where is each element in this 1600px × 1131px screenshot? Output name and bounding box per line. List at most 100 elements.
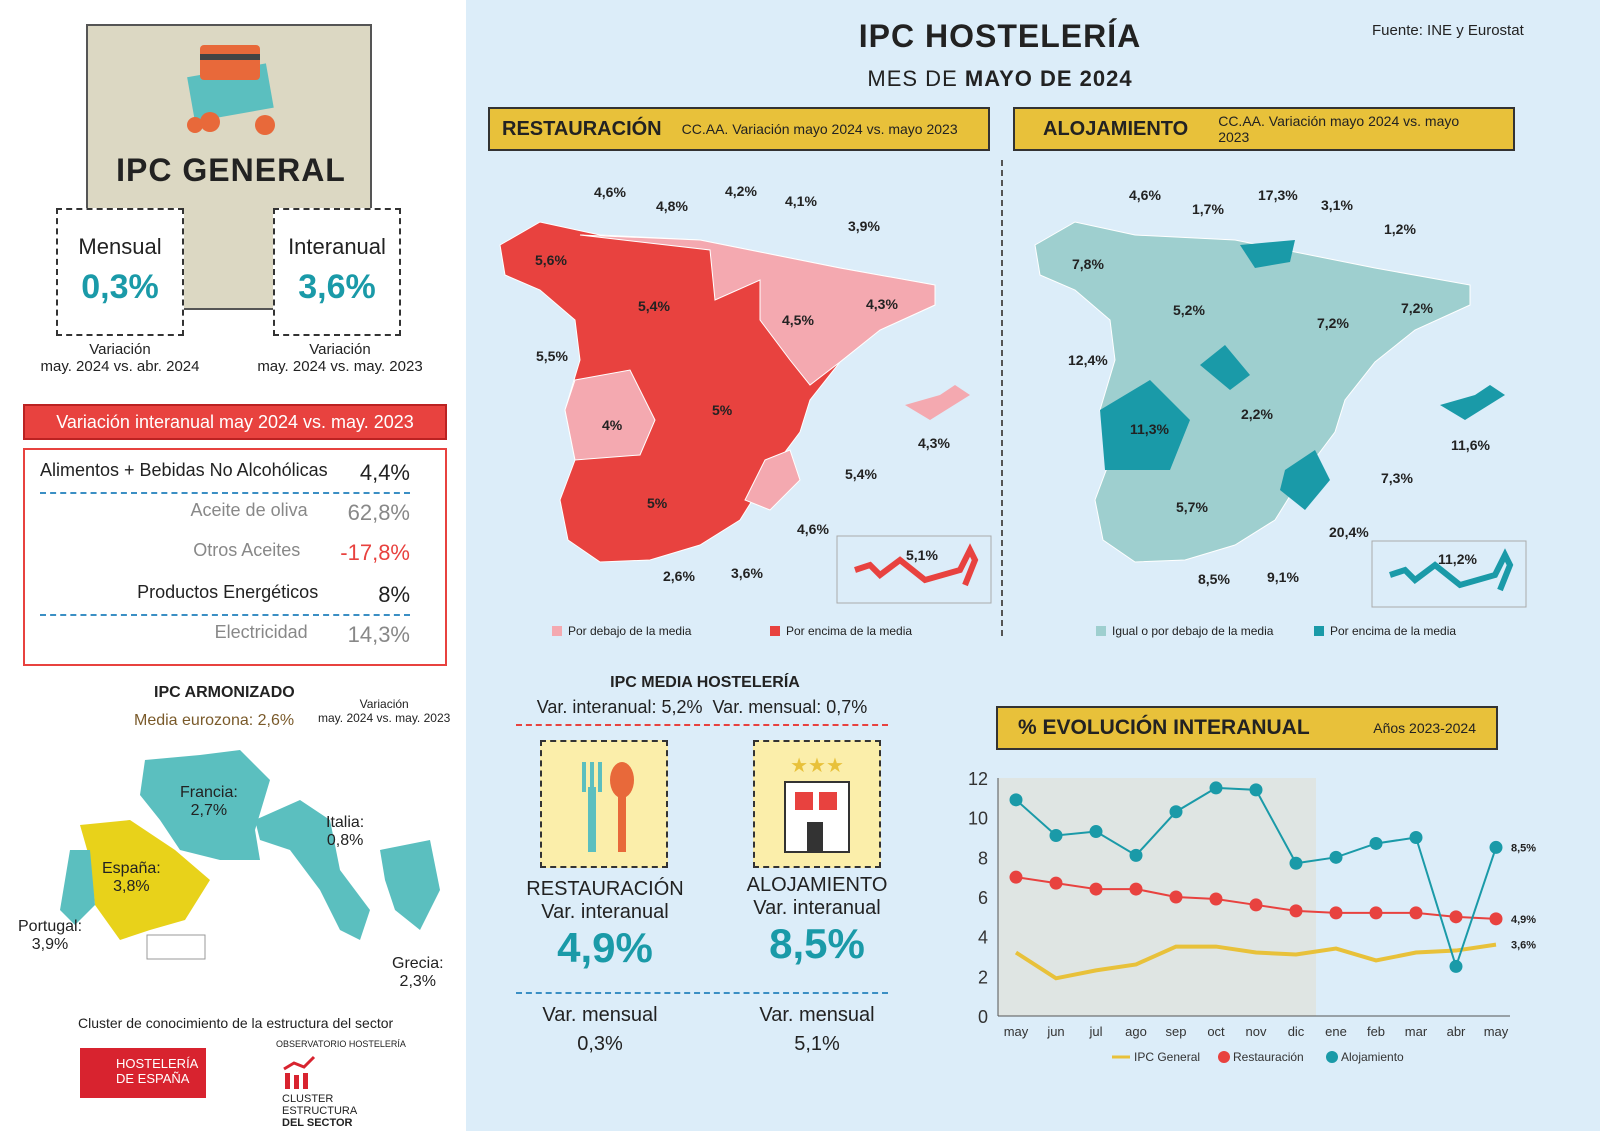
row-label: Alimentos + Bebidas No Alcohólicas <box>40 460 328 480</box>
region-value-label: 4,8% <box>656 198 688 214</box>
alojamiento-summary: ALOJAMIENTO Var. interanual 8,5% <box>732 874 902 968</box>
variacion-header: Variación interanual may 2024 vs. may. 2… <box>23 404 447 440</box>
legend-label: IPC General <box>1134 1050 1200 1064</box>
region-value-label: 8,5% <box>1198 571 1230 587</box>
alojamiento-legend-above: Por encima de la media <box>1314 624 1456 638</box>
europe-map <box>60 750 440 960</box>
country-name: Italia: <box>326 814 365 831</box>
data-point <box>1489 840 1503 854</box>
logo-text: HOSTELERÍA DE ESPAÑA <box>116 1056 198 1086</box>
summary-label: RESTAURACIÓN <box>526 878 684 900</box>
table-row: Electricidad 14,3% <box>40 622 410 648</box>
hosteleria-logo: HOSTELERÍA DE ESPAÑA <box>80 1048 206 1098</box>
media-divider <box>516 992 888 994</box>
data-point <box>1129 882 1143 896</box>
region-value-label: 4,6% <box>797 521 829 537</box>
row-value: -17,8% <box>340 540 410 565</box>
x-tick-label: abr <box>1447 1024 1466 1039</box>
caption-line: may. 2024 vs. may. 2023 <box>318 711 451 725</box>
svg-text:★★★: ★★★ <box>790 755 844 777</box>
restauracion-mensual: Var. mensual 0,3% <box>520 1004 680 1056</box>
wallet-icon <box>180 40 280 140</box>
chart-header: % EVOLUCIÓN INTERANUAL Años 2023-2024 <box>996 706 1498 750</box>
summary-value: 8,5% <box>769 920 865 967</box>
alojamiento-mensual: Var. mensual 5,1% <box>737 1004 897 1056</box>
region-value-label: 4,3% <box>866 296 898 312</box>
table-row: Productos Energéticos 8% <box>40 582 410 616</box>
region-value-label: 7,2% <box>1317 315 1349 331</box>
legend-swatch <box>1326 1051 1338 1063</box>
caption-line: Variación <box>89 341 151 358</box>
y-tick-label: 8 <box>978 848 988 868</box>
region-value-label: 5,4% <box>638 298 670 314</box>
row-value: 4,4% <box>359 460 410 485</box>
divider <box>1001 160 1003 636</box>
source: Fuente: INE y Eurostat <box>1372 22 1524 39</box>
country-name: Grecia: <box>392 955 444 972</box>
country-grecia: Grecia: 2,3% <box>392 955 444 991</box>
x-tick-label: jun <box>1046 1024 1064 1039</box>
country-name: Portugal: <box>18 918 83 935</box>
x-tick-label: oct <box>1207 1024 1225 1039</box>
region-value-label: 2,6% <box>663 568 695 584</box>
country-value: 0,8% <box>326 832 364 849</box>
data-point <box>1449 959 1463 973</box>
region-value-label: 3,6% <box>731 565 763 581</box>
interanual-label: Interanual <box>288 234 386 259</box>
chart-subtitle: Años 2023-2024 <box>1373 720 1476 736</box>
data-point <box>1369 836 1383 850</box>
region-value-label: 5,1% <box>906 547 938 563</box>
data-point <box>1169 890 1183 904</box>
region-value-label: 17,3% <box>1258 187 1298 203</box>
data-point <box>1369 906 1383 920</box>
region-value-label: 5% <box>647 495 668 511</box>
legend-swatch <box>1218 1051 1230 1063</box>
caption-line: Variación <box>359 697 409 711</box>
data-point <box>1089 825 1103 839</box>
region-value-label: 5,7% <box>1176 499 1208 515</box>
data-point <box>1249 783 1263 797</box>
mensual-caption: Variación may. 2024 vs. abr. 2024 <box>20 341 220 375</box>
mensual-label: Mensual <box>78 234 162 259</box>
region-value-label: 4,3% <box>918 435 950 451</box>
region-value-label: 4% <box>602 417 623 433</box>
series-line-IPC General <box>1014 942 1497 981</box>
observatorio-label: OBSERVATORIO HOSTELERÍA <box>276 1039 406 1049</box>
end-label: 3,6% <box>1511 940 1536 952</box>
row-label: Otros Aceites <box>193 540 301 560</box>
y-tick-label: 12 <box>968 769 988 789</box>
summary-label: ALOJAMIENTO <box>746 874 888 896</box>
region-value-label: 11,3% <box>1130 421 1169 437</box>
legend-label: Por encima de la media <box>786 624 913 638</box>
country-francia: Francia: 2,7% <box>180 784 238 820</box>
data-point <box>1209 892 1223 906</box>
x-tick-label: may <box>1484 1024 1509 1039</box>
armonizado-title: IPC ARMONIZADO <box>154 684 295 701</box>
x-tick-label: feb <box>1367 1024 1385 1039</box>
country-value: 2,3% <box>399 973 437 990</box>
alojamiento-header: ALOJAMIENTO CC.AA. Variación mayo 2024 vs… <box>1013 107 1515 151</box>
country-espana: España: 3,8% <box>102 860 161 896</box>
legend-swatch <box>552 626 562 636</box>
country-portugal: Portugal: 3,9% <box>18 918 82 954</box>
section-title: ALOJAMIENTO <box>1043 117 1189 140</box>
media-title: IPC MEDIA HOSTELERÍA <box>610 674 800 691</box>
restauracion-legend-above: Por encima de la media <box>770 624 912 638</box>
data-point <box>1009 793 1023 807</box>
chart-logo-icon <box>283 1055 316 1089</box>
interanual-caption: Variación may. 2024 vs. may. 2023 <box>240 341 440 375</box>
data-point <box>1449 910 1463 924</box>
restauracion-map <box>499 221 992 604</box>
data-point <box>1249 898 1263 912</box>
data-point <box>1009 870 1023 884</box>
data-point <box>1409 831 1423 844</box>
data-point <box>1489 912 1503 926</box>
region-value-label: 5,5% <box>536 348 568 364</box>
legend-label: Alojamiento <box>1341 1050 1404 1064</box>
data-point <box>1329 906 1343 920</box>
region-value-label: 1,2% <box>1384 221 1416 237</box>
region-value-label: 1,7% <box>1192 201 1224 217</box>
mensual-box: Mensual 0,3% <box>56 208 184 336</box>
y-tick-label: 2 <box>978 967 988 987</box>
